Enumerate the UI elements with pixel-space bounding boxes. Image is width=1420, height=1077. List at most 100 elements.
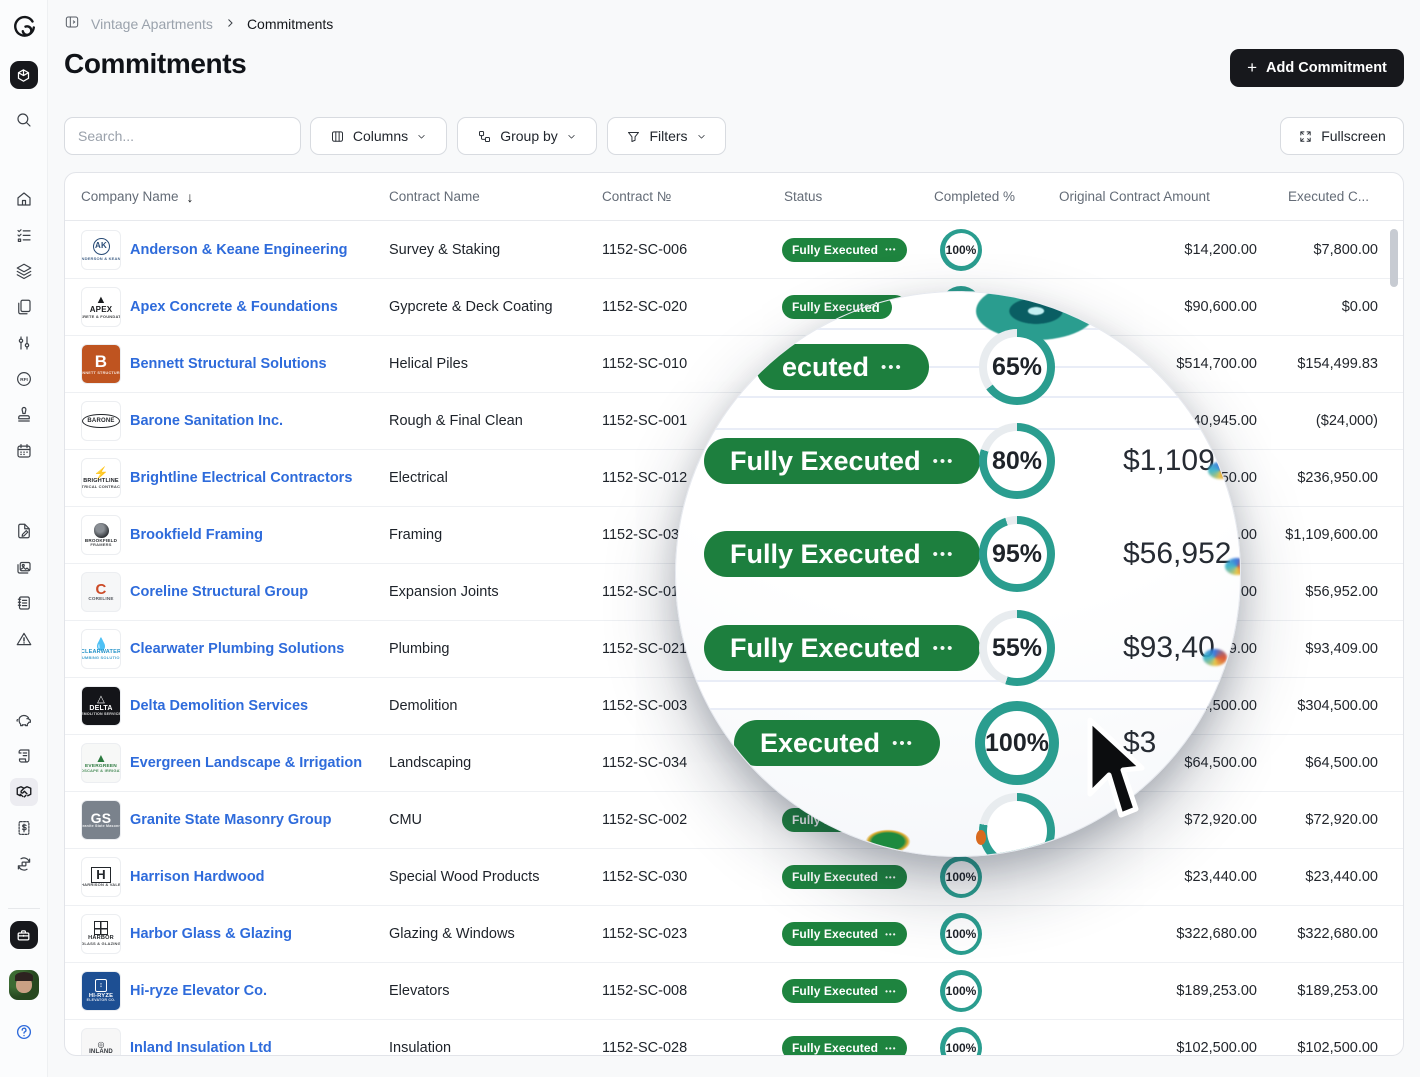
original-amount-cell: $72,920.00 [1184, 812, 1257, 828]
budget-piggy-icon[interactable] [10, 706, 38, 734]
fullscreen-icon [1300, 130, 1311, 142]
search-icon[interactable] [10, 106, 38, 134]
company-link[interactable]: Delta Demolition Services [130, 698, 309, 714]
documents-icon[interactable] [10, 293, 38, 321]
lens-partial-ring [979, 793, 1055, 856]
sidebar-item-commitments[interactable] [9, 778, 38, 806]
company-link[interactable]: Apex Concrete & Foundations [130, 299, 338, 315]
table-row[interactable]: GS Granite State Masonry Granite State M… [65, 791, 1403, 848]
company-link[interactable]: Brightline Electrical Contractors [130, 470, 353, 486]
lens-completed-ring: 100% [975, 701, 1059, 785]
company-link[interactable]: Barone Sanitation Inc. [130, 413, 284, 429]
vertical-scrollbar-thumb[interactable] [1390, 229, 1398, 287]
company-link[interactable]: Clearwater Plumbing Solutions [130, 641, 345, 657]
table-row[interactable]: HARBOR GLASS & GLAZING Harbor Glass & Gl… [65, 905, 1403, 962]
breadcrumb-page[interactable]: Commitments [246, 15, 334, 32]
help-icon[interactable] [10, 1018, 38, 1046]
add-commitment-button[interactable]: + Add Commitment [1230, 49, 1404, 87]
chevron-down-icon [697, 134, 705, 138]
contract-number-cell: 1152-SC-034 [602, 755, 688, 771]
lens-row-band [676, 396, 1240, 430]
contract-name-cell: Framing [389, 527, 443, 543]
contract-name-cell: Electrical [389, 470, 448, 486]
company-logo: H HARRISON & VALE [81, 857, 121, 897]
company-link[interactable]: Harrison Hardwood [130, 869, 265, 885]
header-status[interactable]: Status [762, 189, 918, 204]
logo-glyph: △ [97, 694, 105, 706]
panel-toggle-icon[interactable] [64, 14, 80, 33]
contract-number-cell: 1152-SC-006 [602, 241, 688, 258]
company-logo: AK ANDERSON & KEANE [81, 229, 121, 270]
company-link[interactable]: Bennett Structural Solutions [130, 356, 327, 372]
status-badge[interactable]: Fully Executed ••• [782, 865, 907, 889]
user-avatar[interactable] [8, 970, 39, 1000]
logo-glyph: ▲ [95, 294, 107, 307]
photos-icon[interactable] [10, 553, 38, 581]
brand-logo-icon[interactable] [10, 12, 38, 40]
header-contract-number[interactable]: Contract № [586, 189, 762, 204]
page-title: Commitments [64, 48, 247, 79]
status-badge[interactable]: Fully Executed ••• [782, 922, 907, 946]
company-link[interactable]: Harbor Glass & Glazing [130, 926, 292, 942]
header-completed-pct[interactable]: Completed % [918, 189, 1043, 204]
sliders-icon[interactable] [10, 329, 38, 357]
header-contract-name[interactable]: Contract Name [373, 189, 586, 204]
status-badge[interactable]: Fully Executed ••• [782, 237, 907, 262]
rfi-icon[interactable]: RFI [10, 365, 38, 393]
stamp-icon[interactable] [10, 401, 38, 429]
header-executed-amount[interactable]: Executed C... [1272, 189, 1385, 204]
company-link[interactable]: Brookfield Framing [130, 527, 263, 543]
header-company-name[interactable]: Company Name ↓ [81, 188, 194, 205]
lens-magnified-row: ecuted ••• 65% [676, 320, 1240, 414]
app-cube-icon[interactable] [9, 61, 38, 89]
search-input[interactable] [64, 117, 301, 155]
contract-number-cell: 1152-SC-001 [602, 413, 688, 429]
company-link[interactable]: Granite State Masonry Group [130, 812, 332, 828]
main-content: Vintage Apartments Commitments Commitmen… [48, 0, 1420, 1077]
notebook-icon[interactable] [10, 589, 38, 617]
status-menu-dots-icon[interactable]: ••• [885, 986, 897, 996]
company-link[interactable]: Evergreen Landscape & Irrigation [130, 755, 363, 771]
status-menu-dots-icon[interactable]: ••• [885, 929, 897, 939]
breadcrumb-project[interactable]: Vintage Apartments [91, 15, 213, 32]
contract-number-cell: 1152-SC-028 [602, 1040, 688, 1056]
columns-button[interactable]: Columns [310, 117, 447, 155]
lens-magnified-row: Fully Executed ••• 95% $56,952 [676, 507, 1240, 601]
lens-completed-ring: 65% [979, 329, 1055, 405]
table-row[interactable]: AK ANDERSON & KEANE Anderson & Keane Eng… [65, 221, 1403, 278]
company-logo: HARBOR GLASS & GLAZING [81, 914, 121, 954]
tasks-checklist-icon[interactable] [10, 221, 38, 249]
company-link[interactable]: Coreline Structural Group [130, 584, 309, 600]
layers-icon[interactable] [10, 257, 38, 285]
table-row[interactable]: ◎ INLAND Inland Insulation Ltd Insulatio… [65, 1019, 1403, 1056]
invoice-icon[interactable] [10, 814, 38, 842]
header-original-amount[interactable]: Original Contract Amount [1043, 189, 1272, 204]
completed-ring: 100% [940, 1027, 982, 1055]
contracts-scroll-icon[interactable] [10, 742, 38, 770]
toolbox-icon[interactable] [9, 921, 38, 949]
status-badge[interactable]: Fully Executed ••• [782, 979, 907, 1003]
fullscreen-button[interactable]: Fullscreen [1280, 117, 1404, 155]
company-link[interactable]: Hi-ryze Elevator Co. [130, 983, 267, 999]
change-orders-icon[interactable] [10, 850, 38, 878]
lens-artifact [1217, 742, 1240, 759]
status-badge[interactable]: Fully Executed ••• [782, 1036, 907, 1055]
home-icon[interactable] [10, 185, 38, 213]
table-row[interactable]: H HARRISON & VALE Harrison Hardwood Spec… [65, 848, 1403, 905]
company-link[interactable]: Anderson & Keane Engineering [130, 241, 348, 258]
group-by-button[interactable]: Group by [457, 117, 597, 155]
warning-triangle-icon[interactable] [10, 625, 38, 653]
table-row[interactable]: ↕ HI-RYZE ELEVATOR CO. Hi-ryze Elevator … [65, 962, 1403, 1019]
status-menu-dots-icon[interactable]: ••• [885, 245, 897, 254]
status-menu-dots-icon[interactable]: ••• [885, 1043, 897, 1053]
contract-number-cell: 1152-SC-031 [602, 527, 688, 543]
lens-orange-dot [976, 830, 986, 845]
calendar-icon[interactable] [10, 437, 38, 465]
file-edit-icon[interactable] [10, 517, 38, 545]
status-menu-dots-icon[interactable]: ••• [885, 872, 897, 882]
contract-number-cell: 1152-SC-008 [602, 983, 688, 999]
filters-button[interactable]: Filters [607, 117, 726, 155]
contract-number-cell: 1152-SC-002 [602, 812, 688, 828]
company-link[interactable]: Inland Insulation Ltd [130, 1040, 272, 1056]
contract-number-cell: 1152-SC-021 [602, 641, 688, 657]
